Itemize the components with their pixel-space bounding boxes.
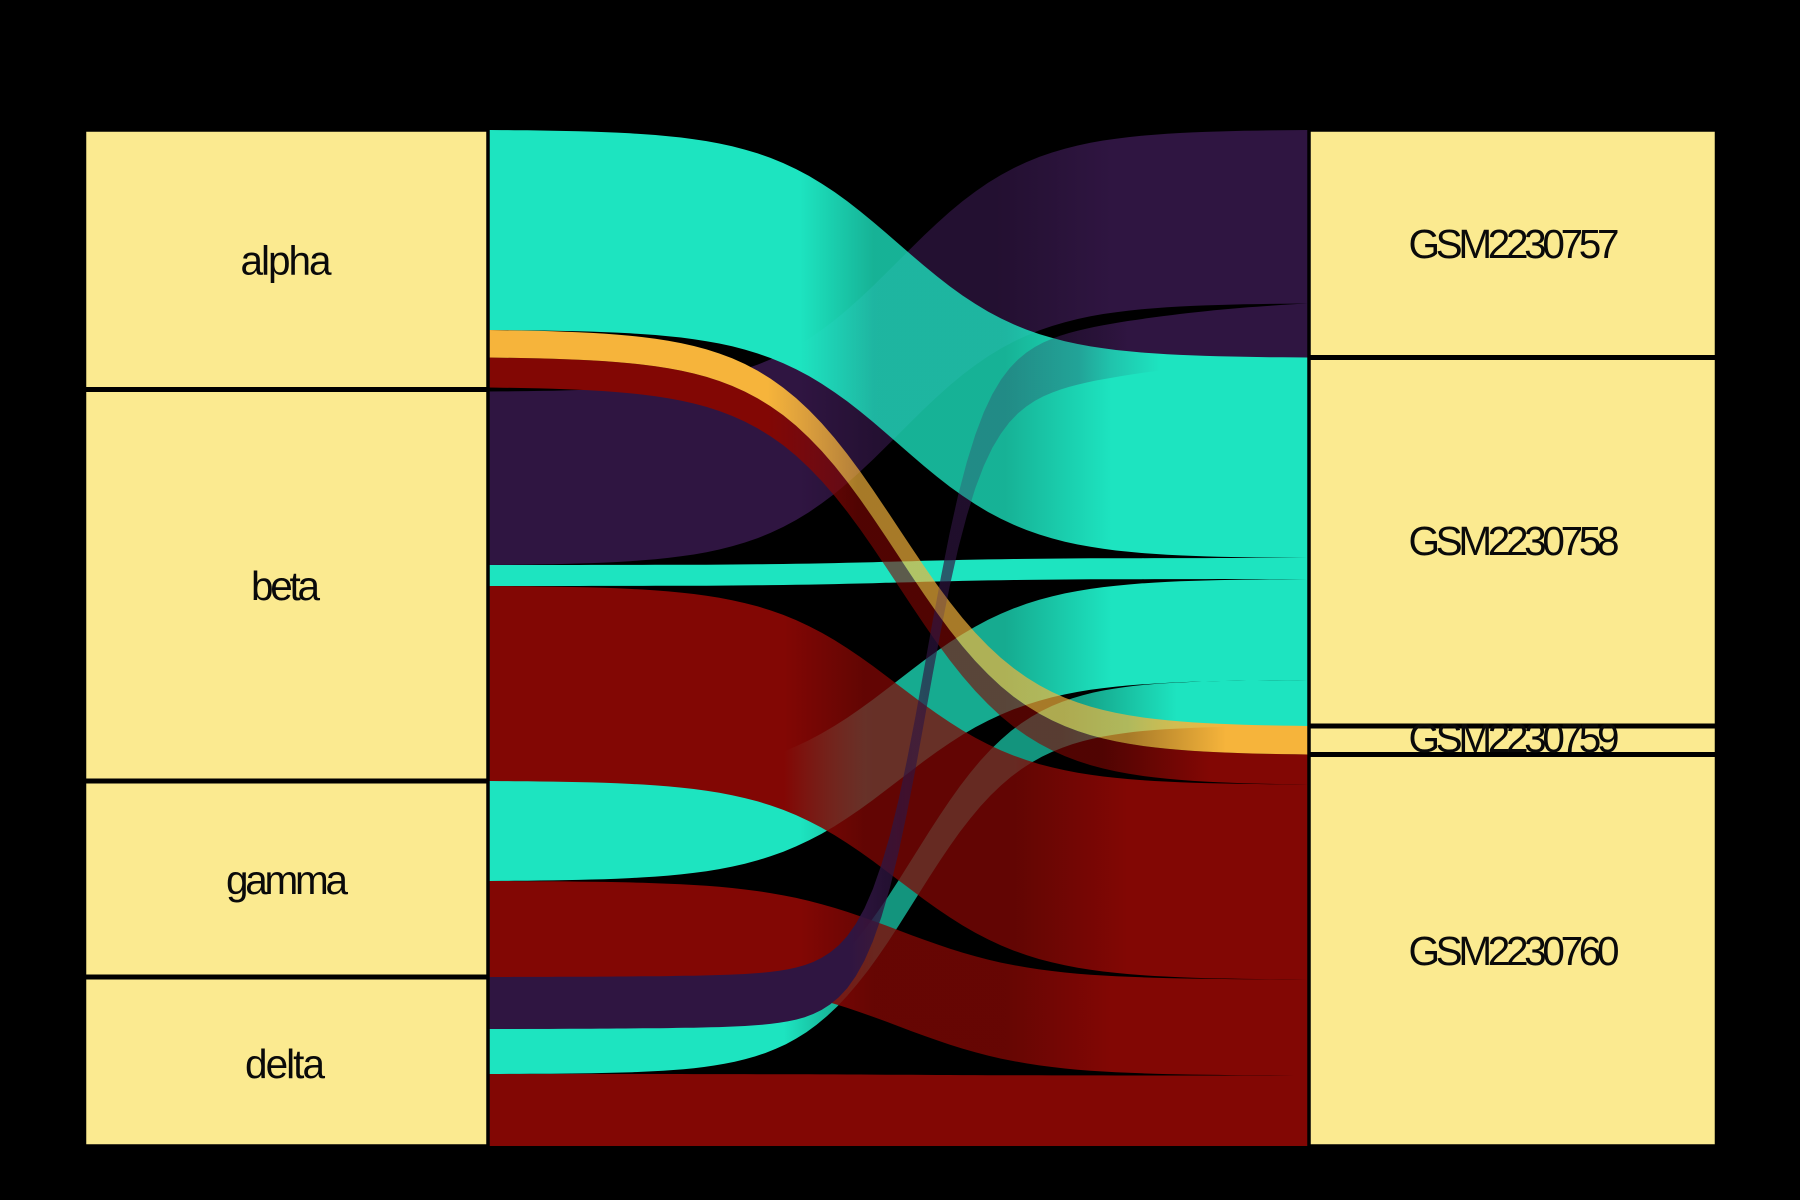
svg-text:GSM2230758: GSM2230758 bbox=[1409, 518, 1620, 564]
svg-text:GSM2230759: GSM2230759 bbox=[1409, 715, 1620, 761]
svg-text:beta: beta bbox=[251, 563, 320, 609]
svg-text:alpha: alpha bbox=[241, 238, 332, 284]
svg-text:GSM2230760: GSM2230760 bbox=[1409, 928, 1620, 974]
svg-text:GSM2230757: GSM2230757 bbox=[1409, 221, 1620, 267]
svg-text:delta: delta bbox=[245, 1041, 325, 1087]
svg-text:gamma: gamma bbox=[226, 857, 348, 903]
